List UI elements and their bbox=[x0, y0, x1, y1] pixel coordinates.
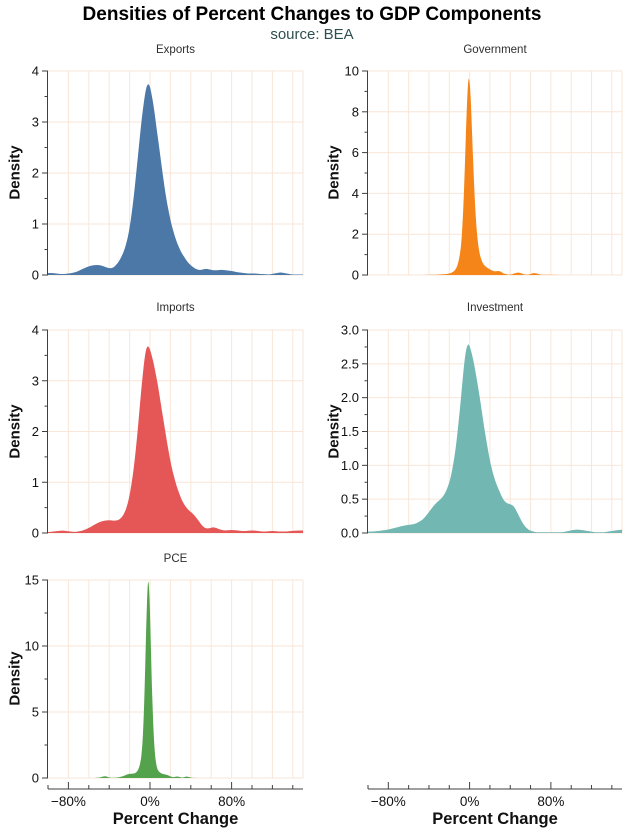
x-tick-label-col1: 80% bbox=[537, 794, 564, 809]
x-axis-title-right: Percent Change bbox=[432, 810, 558, 828]
exports-y-tick-label: 0 bbox=[32, 268, 39, 283]
imports-y-tick-label: 4 bbox=[32, 323, 39, 338]
pce-y-tick-label: 10 bbox=[25, 639, 39, 654]
pce-y-tick-label: 15 bbox=[25, 573, 39, 588]
government-y-tick-label: 6 bbox=[352, 145, 359, 160]
x-tick-label-col0: 80% bbox=[218, 794, 245, 809]
page-title: Densities of Percent Changes to GDP Comp… bbox=[82, 4, 542, 25]
x-axis-title-left: Percent Change bbox=[112, 810, 239, 828]
investment-y-tick-label: 3.0 bbox=[341, 323, 359, 338]
investment-y-tick-label: 2.5 bbox=[341, 356, 359, 371]
government-y-tick-label: 0 bbox=[352, 268, 359, 283]
exports-density-area bbox=[48, 84, 303, 275]
pce-y-tick-label: 0 bbox=[32, 771, 39, 786]
imports-y-tick-label: 3 bbox=[32, 373, 39, 388]
investment-density-area bbox=[368, 344, 622, 533]
panel-title-exports: Exports bbox=[156, 44, 195, 56]
government-y-tick-label: 8 bbox=[352, 104, 359, 119]
investment-y-tick-label: 1.0 bbox=[341, 458, 359, 473]
panel-title-government: Government bbox=[463, 44, 527, 56]
investment-y-tick-label: 0.5 bbox=[341, 492, 359, 507]
investment-y-tick-label: 1.5 bbox=[341, 424, 359, 439]
imports-density-area bbox=[48, 346, 303, 533]
panel-title-pce: PCE bbox=[163, 553, 188, 565]
government-density-area bbox=[424, 78, 622, 275]
imports-y-tick-label: 1 bbox=[32, 475, 39, 490]
government-y-tick-label: 4 bbox=[352, 186, 359, 201]
exports-y-tick-label: 1 bbox=[32, 217, 39, 232]
x-tick-label-col0: 0% bbox=[140, 794, 160, 809]
imports-y-tick-label: 0 bbox=[32, 526, 39, 541]
panel-title-investment: Investment bbox=[466, 302, 524, 314]
x-tick-label-col0: −80% bbox=[51, 794, 86, 809]
investment-y-tick-label: 2.0 bbox=[341, 390, 359, 405]
page-subtitle: source: BEA bbox=[270, 26, 354, 43]
pce-density-area bbox=[94, 581, 197, 778]
exports-y-tick-label: 4 bbox=[32, 64, 39, 79]
investment-y-tick-label: 0.0 bbox=[341, 526, 359, 541]
government-y-tick-label: 2 bbox=[352, 227, 359, 242]
government-y-tick-label: 10 bbox=[345, 64, 359, 79]
imports-y-tick-label: 2 bbox=[32, 424, 39, 439]
panel-title-imports: Imports bbox=[156, 302, 195, 314]
exports-y-tick-label: 3 bbox=[32, 115, 39, 130]
x-tick-label-col1: −80% bbox=[371, 794, 406, 809]
pce-y-tick-label: 5 bbox=[32, 705, 39, 720]
x-tick-label-col1: 0% bbox=[460, 794, 480, 809]
exports-y-tick-label: 2 bbox=[32, 166, 39, 181]
